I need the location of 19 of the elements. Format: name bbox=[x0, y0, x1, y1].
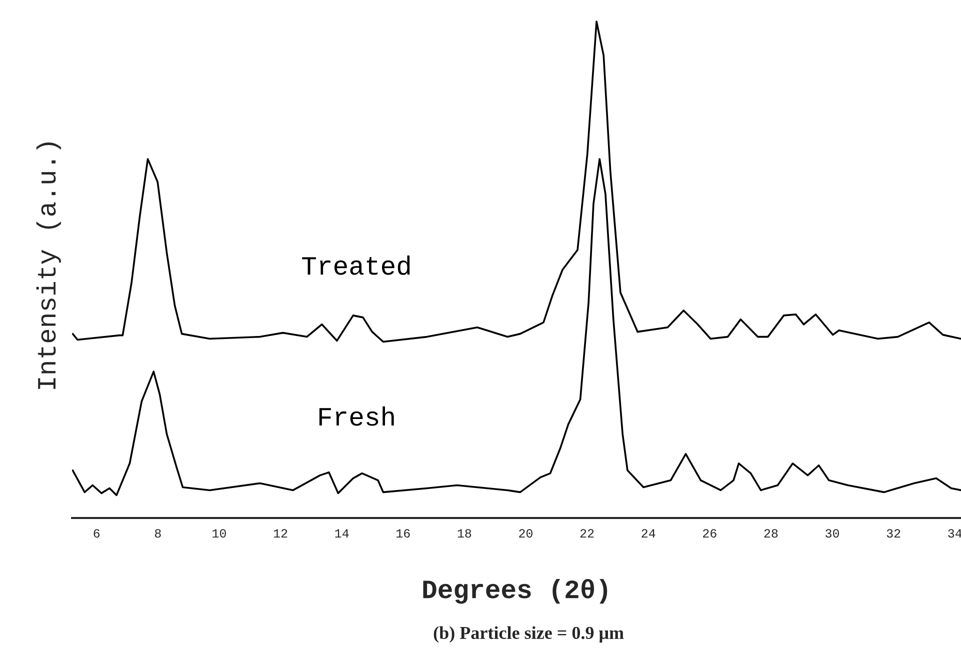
x-tick-label: 20 bbox=[519, 529, 532, 538]
x-tick-label: 8 bbox=[154, 529, 161, 538]
x-tick-label: 24 bbox=[642, 529, 656, 538]
text: (b) Particle size = 0.9 μm bbox=[434, 626, 624, 643]
x-tick-label: 28 bbox=[764, 529, 778, 538]
x-tick-label: 18 bbox=[458, 529, 472, 538]
series-label: Fresh bbox=[319, 406, 394, 426]
x-tick-label: 22 bbox=[580, 529, 594, 538]
x-axis-title: Degrees (2θ) bbox=[423, 578, 608, 604]
x-tick-label: 12 bbox=[274, 529, 288, 538]
x-tick-label: 30 bbox=[826, 529, 839, 538]
x-tick-label: 10 bbox=[212, 529, 226, 538]
series-label: Treated bbox=[302, 255, 410, 275]
x-tick-label: 26 bbox=[703, 529, 716, 538]
y-axis-title: Intensity (a.u.) bbox=[36, 142, 61, 389]
x-tick-label: 16 bbox=[396, 529, 410, 538]
x-tick-label: 32 bbox=[886, 529, 900, 538]
x-tick-label: 6 bbox=[94, 529, 100, 538]
x-tick-label: 14 bbox=[335, 529, 349, 538]
